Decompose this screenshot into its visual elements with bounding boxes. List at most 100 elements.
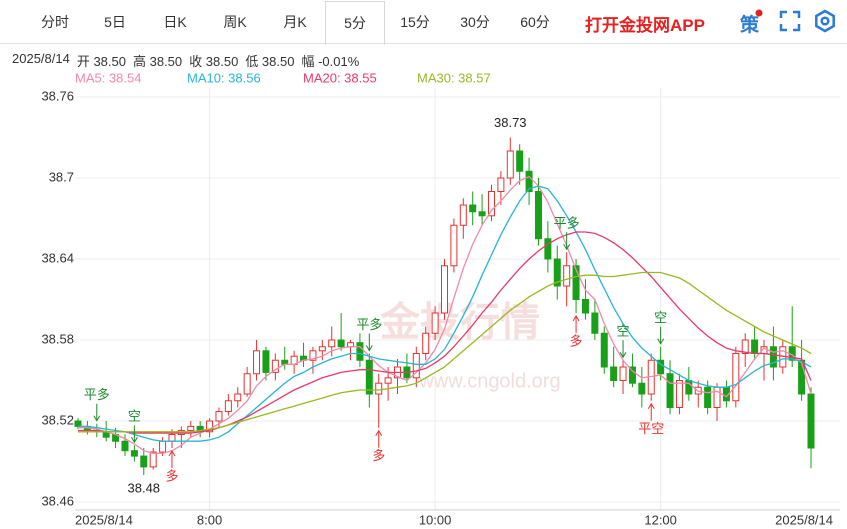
period-tab[interactable]: 60分 [520,13,550,30]
signal-arrow-head [365,345,373,352]
candle-body [487,191,495,217]
candle-body [807,393,815,449]
signal-arrow-head [93,415,101,422]
legend-entry: MA5: 38.54 [75,70,142,85]
candle-body [318,346,326,352]
candle-body [224,400,232,413]
app-link[interactable]: 打开金投网APP [585,16,705,35]
candle-body [600,332,608,368]
candle-body [544,238,552,260]
candle-body [704,386,712,408]
candle-body [553,258,561,287]
red-dot [755,9,763,17]
legend-entry: MA20: 38.55 [303,70,377,85]
candle-body [675,380,683,408]
candle-body [140,455,148,468]
ma-line [78,231,812,434]
y-tick-label: 38.52 [41,412,74,427]
info-item: 幅 -0.01% [301,54,360,69]
candle-body [769,346,777,368]
candle-body [431,312,439,334]
signal-label: 多 [165,468,178,483]
period-tab[interactable]: 周K [223,13,247,30]
watermark: www.cngold.org [418,370,560,392]
signal-arrow-head [375,429,383,437]
candle-body [610,366,618,381]
candle-body [469,204,477,213]
period-tab[interactable]: 30分 [460,13,490,30]
candle-body [253,350,261,375]
candle-body [581,299,589,314]
candle-body [666,373,674,408]
candle-body [713,386,721,408]
candle-body [328,339,336,348]
candle-body [187,425,195,431]
period-tab[interactable]: 15分 [400,13,430,30]
candle-body [337,339,345,348]
signal-arrow-head [657,338,665,345]
info-item: 低 38.50 [245,54,295,69]
candle-body [563,265,571,287]
candle-body [149,451,157,468]
candle-body [159,440,167,453]
candle-body [516,150,524,172]
y-tick-label: 38.46 [41,493,74,508]
candle-body [121,440,129,452]
low-label: 38.48 [128,480,161,495]
candle-body [741,339,749,354]
x-tick-label: 2025/8/14 [75,512,133,527]
x-tick-label: 12:00 [644,512,677,527]
y-tick-label: 38.76 [41,88,74,103]
period-tab[interactable]: 分时 [41,13,69,30]
info-item: 收 38.50 [189,54,239,69]
y-tick-label: 38.7 [49,169,74,184]
strategy-button[interactable]: 策 [740,15,760,36]
period-tab[interactable]: 5分 [325,0,385,45]
candle-body [450,224,458,267]
high-label: 38.73 [494,115,527,130]
candle-body [365,359,373,395]
candle-body [478,211,486,217]
candle-body [412,353,420,379]
candle-body [657,359,665,375]
candle-body [375,382,383,395]
period-tab[interactable]: 月K [283,13,307,30]
signal-label: 平多 [356,317,382,332]
candle-body [732,353,740,402]
settings-button[interactable] [813,9,837,33]
candle-body [459,204,467,226]
candle-body [243,373,251,395]
signal-label: 空 [128,409,141,424]
signal-label: 多 [372,448,385,463]
signal-arrow-head [619,351,627,359]
candle-body [384,377,392,384]
x-tick-label: 10:00 [419,512,452,527]
candle-body [619,366,627,381]
ma-line [78,271,812,433]
ma-line [78,185,812,442]
candle-body [356,342,364,361]
info-item: 高 38.50 [133,54,183,69]
signal-label: 平多 [554,216,580,231]
candle-body [751,339,759,354]
candle-body [234,393,242,402]
candle-body [534,191,542,240]
fullscreen-button[interactable] [779,10,801,32]
legend-entry: MA30: 38.57 [417,70,491,85]
candle-body [685,380,693,395]
candle-body [74,420,82,427]
period-tab[interactable]: 日K [163,13,187,30]
candle-body [271,359,279,373]
signal-arrow-head [563,243,571,251]
candle-body [497,177,505,192]
signal-label: 平多 [84,387,110,402]
x-tick-label: 2025/8/14 [775,512,833,527]
y-tick-label: 38.64 [41,250,74,265]
period-tab[interactable]: 5日 [104,13,126,30]
y-tick-label: 38.58 [41,331,74,346]
candle-body [506,150,514,179]
candle-body [628,366,636,384]
candle-body [206,420,214,433]
